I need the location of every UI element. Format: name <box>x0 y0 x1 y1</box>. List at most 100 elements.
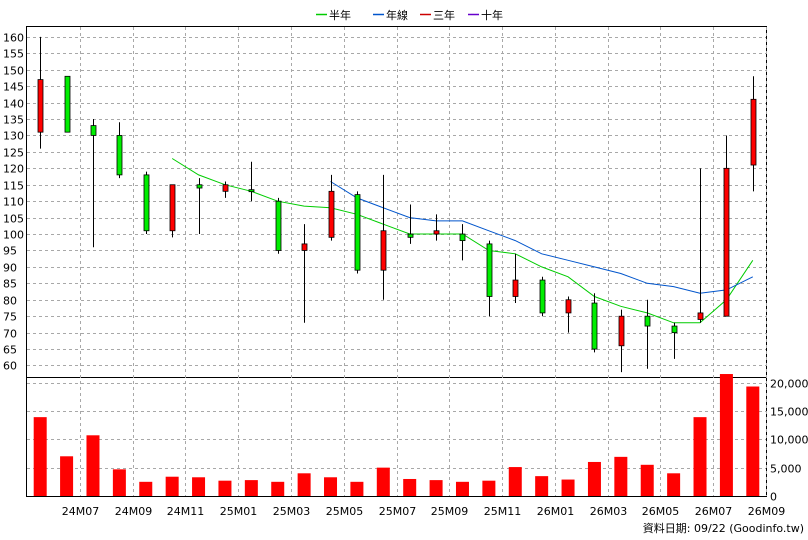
legend: 半年 年線 三年 十年 <box>316 8 503 22</box>
candle-body <box>169 184 176 232</box>
volume-panel-frame <box>26 377 767 497</box>
candle-body <box>407 233 414 238</box>
x-tick-label: 25M03 <box>273 505 311 518</box>
x-tick-label: 24M09 <box>115 505 153 518</box>
x-tick-label: 26M07 <box>695 505 733 518</box>
volume-bar <box>614 456 628 496</box>
price-axis: 60 65 70 75 80 85 90 95 100 105 110 115 120 125 130 135… <box>3 32 24 373</box>
volume-bar <box>587 461 601 496</box>
candle-body <box>591 302 598 350</box>
volume-tick-label: 20,000 <box>770 378 808 391</box>
price-tick-label: 75 <box>3 311 17 324</box>
volume-bar <box>403 478 417 496</box>
candle-body <box>328 190 335 238</box>
candle-body <box>671 325 678 334</box>
price-tick-label: 160 <box>3 32 24 45</box>
candle-body <box>64 75 71 133</box>
volume-bar <box>376 467 390 496</box>
volume-bar <box>508 467 522 496</box>
price-tick-label: 155 <box>3 48 24 61</box>
volume-bar <box>112 469 126 496</box>
x-tick-label: 24M07 <box>62 505 100 518</box>
candle-body <box>723 167 730 317</box>
legend-label: 年線 <box>386 8 408 22</box>
volume-bar <box>640 464 654 496</box>
volume-bar <box>350 481 364 496</box>
volume-bar <box>244 480 258 496</box>
price-tick-label: 100 <box>3 229 24 242</box>
candle-body <box>486 243 493 297</box>
candle-body <box>116 135 123 176</box>
price-tick-label: 110 <box>3 196 24 209</box>
volume-bar <box>33 417 47 496</box>
candle-body <box>512 279 519 297</box>
volume-bars <box>33 374 760 496</box>
volume-bar <box>218 480 232 496</box>
candle-body <box>37 79 44 133</box>
legend-label: 半年 <box>329 8 351 22</box>
price-tick-label: 140 <box>3 98 24 111</box>
candle-body <box>644 315 651 327</box>
candle-body <box>750 98 757 166</box>
volume-bar <box>297 473 311 496</box>
volume-bar <box>60 456 74 496</box>
grid-lines <box>27 27 767 496</box>
volume-bar <box>139 481 153 496</box>
year-ma-line <box>330 181 754 294</box>
price-tick-label: 130 <box>3 130 24 143</box>
candle-body <box>248 189 255 193</box>
price-tick-label: 80 <box>3 295 17 308</box>
volume-bar <box>693 417 707 496</box>
candle-body <box>433 230 440 235</box>
candle-body <box>565 299 572 314</box>
price-tick-label: 65 <box>3 344 17 357</box>
price-tick-label: 120 <box>3 163 24 176</box>
price-tick-label: 115 <box>3 180 24 193</box>
x-tick-label: 25M09 <box>431 505 469 518</box>
x-tick-label: 26M01 <box>537 505 575 518</box>
candle-body <box>196 184 203 189</box>
volume-bar <box>271 481 285 496</box>
x-axis: 24M07 24M09 24M11 25M01 25M03 25M05 25M07 25M09… <box>62 505 786 518</box>
candle-body <box>459 233 466 242</box>
x-tick-label: 26M09 <box>748 505 786 518</box>
x-tick-label: 26M05 <box>642 505 680 518</box>
volume-bar <box>719 374 733 496</box>
x-tick-label: 25M11 <box>484 505 522 518</box>
volume-tick-label: 0 <box>770 491 777 504</box>
price-tick-label: 105 <box>3 213 24 226</box>
candle-body <box>275 200 282 251</box>
volume-bar <box>667 473 681 496</box>
volume-bar <box>86 435 100 496</box>
price-tick-label: 85 <box>3 278 17 291</box>
data-date-footer: 資料日期: 09/22 (Goodinfo.tw) <box>643 521 804 535</box>
legend-label: 十年 <box>481 8 503 22</box>
volume-bar <box>165 476 179 496</box>
volume-bar <box>561 479 575 496</box>
legend-label: 三年 <box>433 8 455 22</box>
price-tick-label: 135 <box>3 114 24 127</box>
volume-tick-label: 10,000 <box>770 434 808 447</box>
candle-body <box>143 174 150 232</box>
volume-bar <box>192 477 206 496</box>
candle-body <box>697 312 704 320</box>
candle-body <box>354 194 361 271</box>
candle-body <box>90 125 97 136</box>
price-tick-label: 125 <box>3 147 24 160</box>
price-tick-label: 95 <box>3 245 17 258</box>
volume-tick-label: 5,000 <box>770 463 802 476</box>
candle-body <box>618 315 625 347</box>
candle-body <box>301 243 308 251</box>
volume-bar <box>746 386 760 496</box>
x-tick-label: 24M11 <box>167 505 205 518</box>
volume-bar <box>535 476 549 496</box>
price-tick-label: 60 <box>3 360 17 373</box>
candlesticks <box>37 36 757 373</box>
x-tick-label: 26M03 <box>590 505 628 518</box>
x-tick-label: 25M07 <box>379 505 417 518</box>
candle-body <box>222 184 229 192</box>
volume-bar <box>324 477 338 496</box>
price-tick-label: 90 <box>3 262 17 275</box>
volume-tick-label: 15,000 <box>770 406 808 419</box>
